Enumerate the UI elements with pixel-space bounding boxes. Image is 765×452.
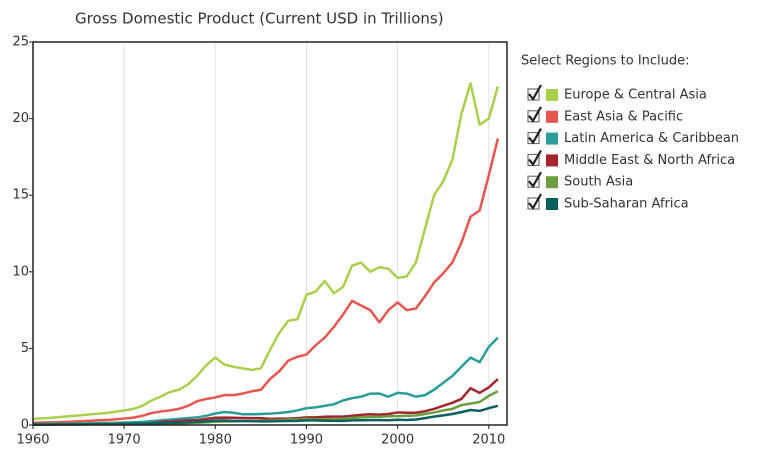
series-line <box>32 82 500 421</box>
legend-item[interactable]: Europe & Central Asia <box>527 84 707 103</box>
legend-item[interactable]: Sub-Saharan Africa <box>527 193 689 212</box>
legend-swatch <box>546 154 558 167</box>
x-tick-label: 1960 <box>16 433 49 448</box>
legend-item[interactable]: East Asia & Pacific <box>527 106 683 125</box>
legend-swatch <box>546 198 558 210</box>
legend-title: Select Regions to Include: <box>521 54 690 69</box>
legend-item[interactable]: Middle East & North Africa <box>527 149 735 168</box>
legend-swatch <box>546 89 558 101</box>
legend-label: Latin America & Caribbean <box>564 131 739 146</box>
legend-label: South Asia <box>564 175 633 190</box>
x-tick-label: 2010 <box>472 433 505 448</box>
chart-title: Gross Domestic Product (Current USD in T… <box>75 10 444 28</box>
check-mark <box>528 171 542 189</box>
legend-swatch <box>546 110 558 123</box>
check-mark <box>528 193 542 210</box>
y-tick-label: 25 <box>12 35 29 50</box>
y-tick-label: 10 <box>12 264 29 279</box>
y-tick-label: 20 <box>12 111 29 126</box>
x-tick-label: 1970 <box>108 433 141 448</box>
plot-frame <box>32 41 508 426</box>
legend-swatch <box>546 132 558 145</box>
y-tick-label: 0 <box>21 418 29 433</box>
check-mark <box>528 149 542 167</box>
series-line <box>32 138 500 424</box>
x-tick-label: 2000 <box>381 433 414 448</box>
check-mark <box>528 106 542 123</box>
y-tick-label: 15 <box>12 188 29 203</box>
legend-label: Europe & Central Asia <box>564 88 707 103</box>
check-mark <box>528 84 542 101</box>
x-tick-label: 1990 <box>290 433 323 448</box>
y-tick-label: 5 <box>21 341 29 356</box>
check-mark <box>528 128 542 145</box>
series-line <box>33 404 499 426</box>
legend-label: Middle East & North Africa <box>564 153 735 168</box>
legend-item[interactable]: South Asia <box>527 171 633 190</box>
legend-label: East Asia & Pacific <box>564 109 683 124</box>
legend-swatch <box>546 176 558 189</box>
legend-label: Sub-Saharan Africa <box>564 197 689 212</box>
x-tick-label: 1980 <box>199 433 232 448</box>
legend-item[interactable]: Latin America & Caribbean <box>527 128 739 147</box>
